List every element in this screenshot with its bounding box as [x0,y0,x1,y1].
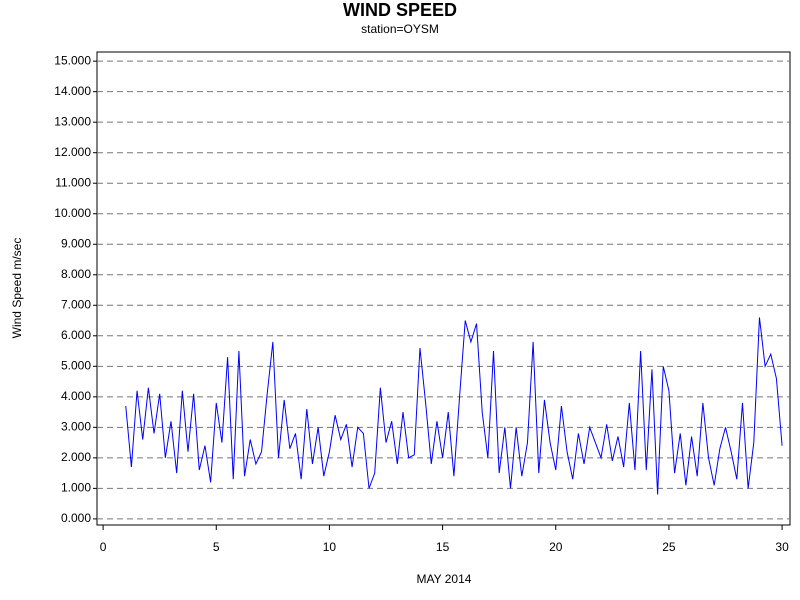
x-axis-label: MAY 2014 [417,572,472,586]
y-tick-label: 10.000 [54,206,91,220]
series-line [125,317,783,495]
y-tick-label: 8.000 [61,267,91,281]
x-tick-label: 0 [100,540,107,554]
plot-frame [96,51,791,526]
y-tick-label: 15.000 [54,53,91,67]
x-tick-label: 5 [213,540,220,554]
y-tick-label: 11.000 [55,175,91,189]
y-tick-label: 6.000 [61,328,91,342]
y-tick-label: 13.000 [54,114,91,128]
y-tick-label: 5.000 [61,358,91,372]
y-tick-label: 0.000 [61,511,91,525]
y-tick-label: 9.000 [61,236,91,250]
y-tick-label: 4.000 [61,389,91,403]
chart-subtitle: station=OYSM [361,22,439,36]
chart-title: WIND SPEED [343,0,457,20]
x-tick-label: 25 [662,540,676,554]
x-tick-label: 10 [323,540,337,554]
y-tick-label: 3.000 [61,420,91,434]
x-tick-label: 30 [775,540,789,554]
y-axis-label: Wind Speed m/sec [10,238,24,339]
y-tick-label: 12.000 [54,145,91,159]
y-tick-label: 14.000 [54,84,91,98]
x-tick-label: 15 [436,540,450,554]
y-tick-label: 2.000 [61,450,91,464]
x-tick-label: 20 [549,540,563,554]
y-tick-label: 7.000 [61,297,91,311]
y-tick-label: 1.000 [61,481,91,495]
